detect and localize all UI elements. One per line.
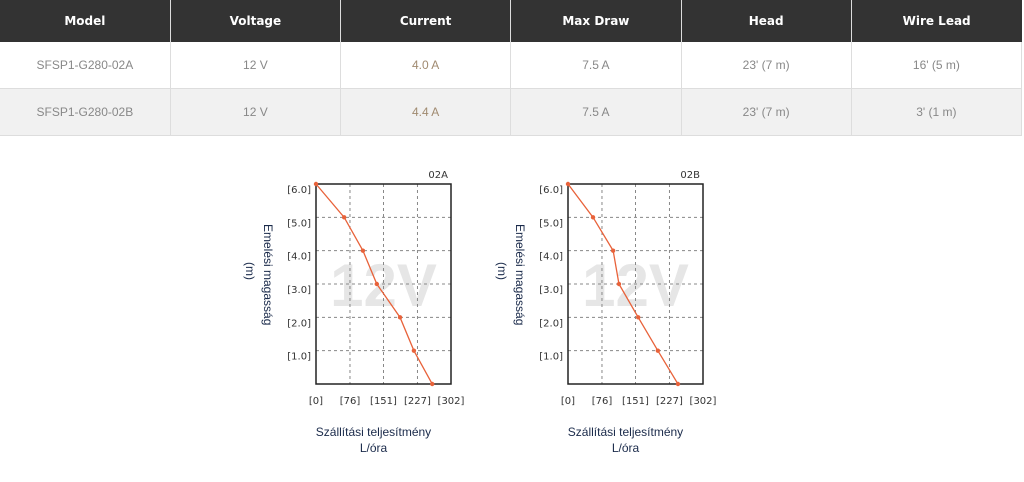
data-point bbox=[616, 281, 622, 287]
y-tick-label: [4.0] bbox=[539, 252, 563, 263]
cell-max-draw: 7.5 A bbox=[510, 88, 682, 136]
cell-current: 4.4 A bbox=[340, 88, 512, 136]
x-tick-label: [151] bbox=[622, 396, 649, 407]
spec-table: Model Voltage Current Max Draw Head Wire… bbox=[0, 0, 1023, 136]
x-tick-label: [0] bbox=[561, 396, 575, 407]
chart-02a: 12V[0] [76] [151] [227] [302][1.0][2.0][3.0]… bbox=[243, 170, 465, 455]
header-wire-lead: Wire Lead bbox=[851, 0, 1022, 42]
cell-max-draw: 7.5 A bbox=[510, 42, 682, 89]
cell-wire-lead: 16' (5 m) bbox=[851, 42, 1023, 89]
cell-current: 4.0 A bbox=[340, 42, 512, 89]
data-point bbox=[313, 181, 319, 187]
cell-model: SFSP1-G280-02A bbox=[0, 42, 171, 89]
x-axis-label: Szállítási teljesítmény bbox=[568, 425, 683, 439]
cell-head: 23' (7 m) bbox=[681, 88, 852, 136]
data-point bbox=[374, 281, 379, 287]
header-voltage: Voltage bbox=[170, 0, 342, 42]
y-tick-label: [5.0] bbox=[539, 218, 563, 229]
data-point bbox=[341, 215, 347, 220]
header-max-draw: Max Draw bbox=[510, 0, 682, 42]
cell-voltage: 12 V bbox=[170, 88, 342, 136]
y-axis-label: Emelési magasság bbox=[261, 224, 275, 325]
y-axis-unit: (m) bbox=[243, 262, 257, 280]
data-point bbox=[360, 248, 366, 253]
y-tick-label: [3.0] bbox=[539, 285, 563, 296]
x-tick-label: [151] bbox=[370, 396, 397, 407]
x-tick-label: [76] bbox=[340, 396, 361, 407]
y-axis-label: Emelési magasság bbox=[513, 224, 527, 325]
chart-02b: 12V[0] [76] [151] [227] [302][1.0][2.0][3.0]… bbox=[495, 170, 717, 455]
data-point bbox=[397, 315, 403, 320]
plot-frame bbox=[315, 183, 452, 385]
cell-voltage: 12 V bbox=[170, 42, 342, 89]
cell-wire-lead: 3' (1 m) bbox=[851, 88, 1023, 136]
data-point bbox=[610, 248, 616, 253]
y-axis-unit: (m) bbox=[495, 262, 509, 280]
table-row: SFSP1-G280-02A 12 V 4.0 A 7.5 A 23' (7 m… bbox=[0, 42, 1023, 89]
data-point bbox=[635, 315, 641, 320]
cell-head: 23' (7 m) bbox=[681, 42, 852, 89]
chart-title: 02B bbox=[680, 170, 700, 181]
data-point bbox=[655, 348, 661, 353]
y-tick-label: [4.0] bbox=[287, 252, 311, 263]
table-header-row: Model Voltage Current Max Draw Head Wire… bbox=[0, 0, 1022, 42]
cell-model: SFSP1-G280-02B bbox=[0, 88, 171, 136]
x-tick-label: [76] bbox=[592, 396, 613, 407]
y-tick-label: [6.0] bbox=[539, 185, 563, 196]
x-tick-label: [302] bbox=[438, 396, 465, 407]
x-axis-unit: L/óra bbox=[360, 441, 388, 455]
data-point bbox=[411, 348, 417, 353]
data-point bbox=[430, 381, 435, 387]
x-tick-label: [302] bbox=[690, 396, 717, 407]
y-tick-label: [2.0] bbox=[539, 318, 563, 329]
x-tick-label: [0] bbox=[309, 396, 323, 407]
header-current: Current bbox=[340, 0, 512, 42]
x-tick-label: [227] bbox=[404, 396, 431, 407]
data-point bbox=[565, 181, 571, 187]
header-model: Model bbox=[0, 0, 171, 42]
y-tick-label: [5.0] bbox=[287, 218, 311, 229]
plot-frame bbox=[567, 183, 704, 385]
x-axis-label: Szállítási teljesítmény bbox=[316, 425, 431, 439]
y-tick-label: [2.0] bbox=[287, 318, 311, 329]
data-point bbox=[590, 215, 596, 220]
y-tick-label: [1.0] bbox=[287, 352, 311, 363]
header-head: Head bbox=[681, 0, 852, 42]
table-row: SFSP1-G280-02B 12 V 4.4 A 7.5 A 23' (7 m… bbox=[0, 88, 1023, 136]
y-tick-label: [1.0] bbox=[539, 352, 563, 363]
chart-title: 02A bbox=[428, 170, 448, 181]
x-axis-unit: L/óra bbox=[612, 441, 640, 455]
y-tick-label: [6.0] bbox=[287, 185, 311, 196]
x-tick-label: [227] bbox=[656, 396, 683, 407]
y-tick-label: [3.0] bbox=[287, 285, 311, 296]
data-point bbox=[675, 381, 681, 387]
